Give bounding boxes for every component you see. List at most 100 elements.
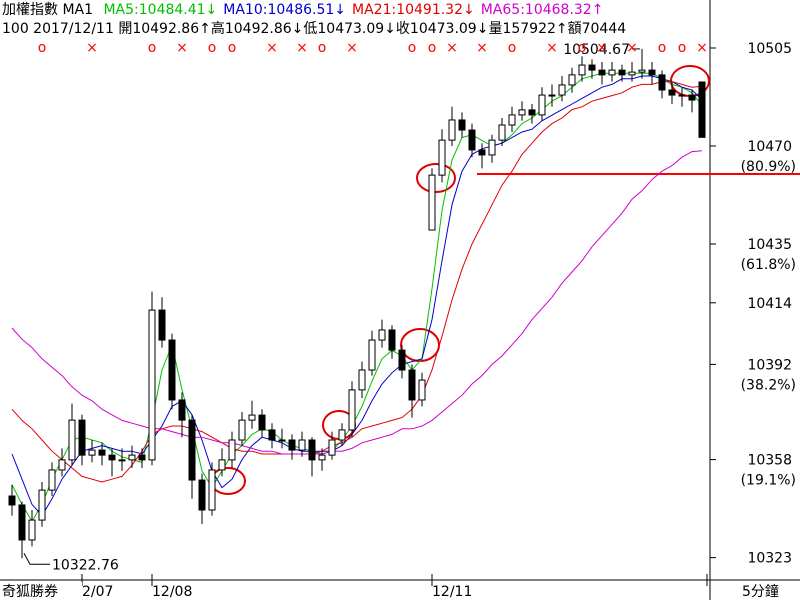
ma-line <box>11 72 703 523</box>
candle-body <box>678 94 686 97</box>
signal: × <box>266 40 278 56</box>
footer-backdrop <box>0 582 82 600</box>
candle-body <box>258 414 266 431</box>
low-label: 10322.76 <box>52 557 119 573</box>
candle-body <box>528 109 536 116</box>
candle-body <box>158 309 166 341</box>
candle-body <box>398 349 406 371</box>
info: 100 2017/12/11 開10492.86↑高10492.86↓低1047… <box>2 21 627 37</box>
legend-entry: MA5:10484.41↓ <box>103 2 218 18</box>
signal: × <box>626 40 638 56</box>
y-tick-note: (61.8%) <box>741 257 796 273</box>
signal: o <box>408 40 417 56</box>
y-tick-label: 10358 <box>747 453 792 469</box>
candle-body <box>588 64 596 71</box>
low-pointer <box>23 553 50 565</box>
candle-body <box>118 459 126 462</box>
signal: o <box>228 40 237 56</box>
candle-body <box>558 84 566 96</box>
signal: o <box>428 40 437 56</box>
candle-body <box>388 329 396 351</box>
candle-body <box>468 129 476 151</box>
candle-body <box>458 119 466 131</box>
signal: × <box>446 40 458 56</box>
candle-body <box>228 439 236 461</box>
candle-body <box>518 109 526 116</box>
candle-body <box>248 414 256 421</box>
candle-body <box>628 71 636 76</box>
y-tick-note: (19.1%) <box>741 473 796 489</box>
ma-line <box>11 81 703 483</box>
candle-body <box>538 94 546 116</box>
y-tick-label: 10392 <box>747 357 792 373</box>
candle-body <box>18 504 26 541</box>
candle-body <box>198 479 206 511</box>
info-row: 100 2017/12/11 開10492.86↑高10492.86↓低1047… <box>2 20 626 38</box>
candle-body <box>178 399 186 421</box>
signal: × <box>346 40 358 56</box>
signal: o <box>208 40 217 56</box>
candle-body <box>128 454 136 461</box>
y-tick-label: 10435 <box>747 237 792 253</box>
candle-body <box>548 94 556 97</box>
candle-body <box>368 339 376 371</box>
candle-body <box>638 69 646 73</box>
candle-body <box>568 74 576 86</box>
candle-body <box>8 495 16 506</box>
signal: × <box>546 40 558 56</box>
y-tick-label: 10414 <box>747 296 792 312</box>
legend-entry: MA65:10468.32↑ <box>480 2 604 18</box>
ma-line <box>11 150 703 455</box>
candle-body <box>358 369 366 391</box>
candle-body <box>208 469 216 511</box>
signal: × <box>296 40 308 56</box>
title: 加權指數 MA1 <box>2 2 94 18</box>
candle-body <box>188 419 196 481</box>
candle-body <box>288 439 296 451</box>
signal: o <box>148 40 157 56</box>
candle-body <box>498 124 506 141</box>
candle-body <box>658 74 666 91</box>
candle-body <box>408 369 416 401</box>
candle-body <box>38 489 46 521</box>
candle-body <box>378 329 386 341</box>
candle-body <box>68 419 76 461</box>
highlight-circle <box>416 163 456 193</box>
candle-body <box>618 69 626 76</box>
signal: o <box>678 40 687 56</box>
signal: × <box>176 40 188 56</box>
y-tick-label: 10505 <box>747 41 792 57</box>
candle-body <box>478 149 486 156</box>
candle-body <box>418 379 426 401</box>
candle-body <box>608 69 616 76</box>
header-row: 加權指數 MA1 MA5:10484.41↓ MA10:10486.51↓ MA21… <box>2 1 603 19</box>
x-tick-label: 12/08 <box>152 584 192 600</box>
footer-right: 5分鐘 <box>742 583 779 600</box>
signal: o <box>658 40 667 56</box>
candle-body <box>168 339 176 401</box>
candle-body <box>148 309 156 461</box>
candle-body <box>78 419 86 456</box>
candle-body <box>108 454 116 461</box>
x-tick-label: 12/11 <box>432 584 472 600</box>
candle-body <box>268 429 276 441</box>
candle-body <box>238 419 246 441</box>
signal: × <box>86 40 98 56</box>
candle-body <box>508 114 516 126</box>
candle-body <box>278 439 286 442</box>
candle-body <box>438 139 446 176</box>
candle-body <box>698 81 706 138</box>
candle-body <box>648 69 656 76</box>
candle-body <box>48 469 56 491</box>
candle-body <box>308 439 316 461</box>
legend-entry: MA10:10486.51↓ <box>223 2 346 18</box>
candle-body <box>598 69 606 76</box>
signal: × <box>476 40 488 56</box>
candle-body <box>488 139 496 156</box>
footer-left: 奇狐勝券 <box>2 583 58 600</box>
candle-body <box>138 454 146 461</box>
candle-body <box>338 429 346 441</box>
